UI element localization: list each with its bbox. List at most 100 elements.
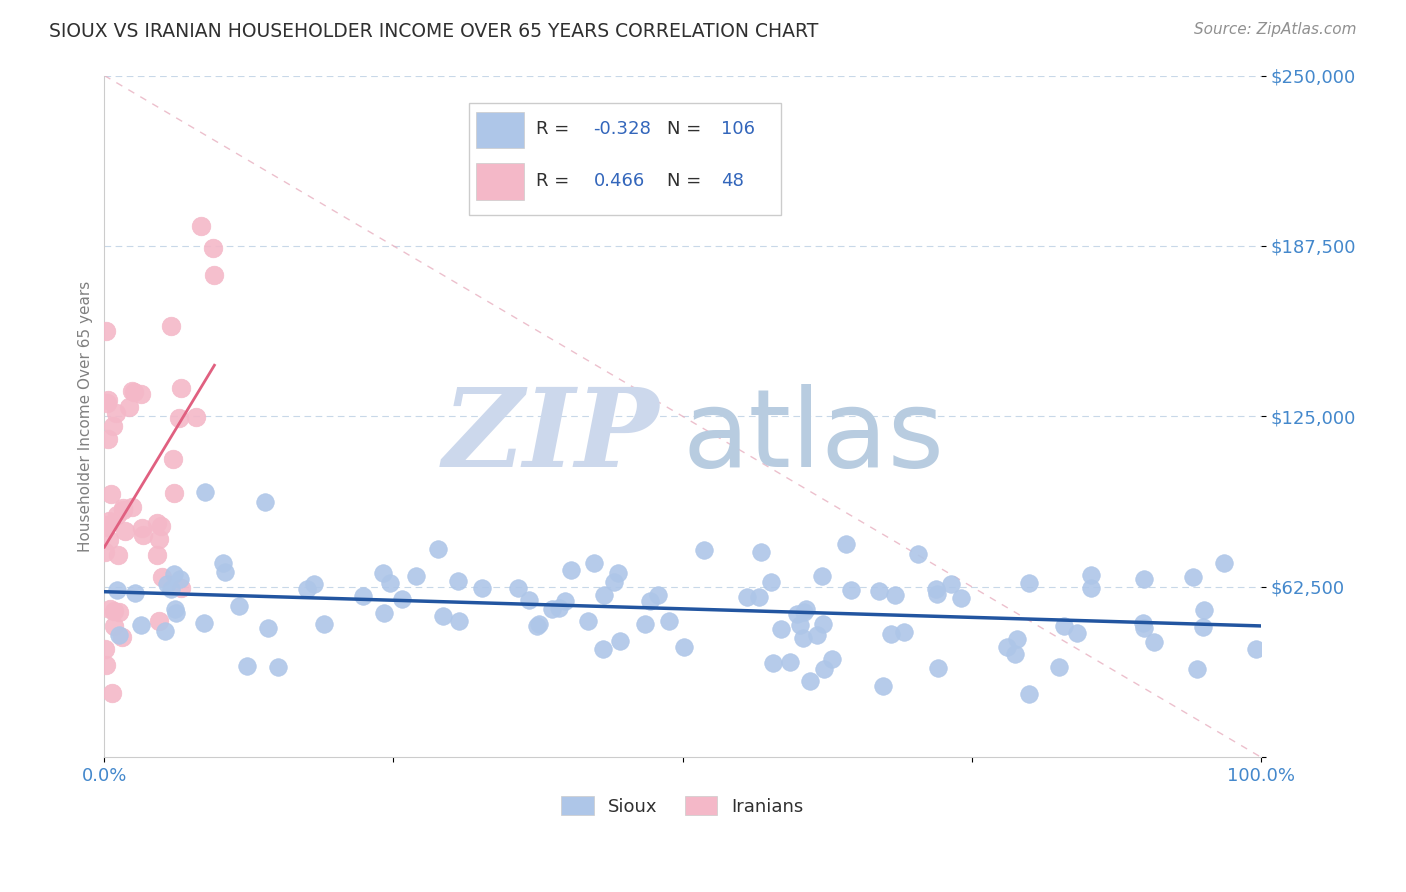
Point [449,614,471,628]
Point [526,619,548,633]
FancyBboxPatch shape [468,103,780,215]
Point [93,641,115,656]
Point [105,508,128,522]
Point [132,527,155,541]
Point [1007,632,1029,646]
Point [792,631,814,645]
Point [378,576,401,591]
Point [1212,556,1234,570]
Point [148,614,170,628]
Point [1053,618,1076,632]
Point [160,582,183,597]
Point [256,621,278,635]
Text: 106: 106 [721,120,755,137]
Text: N =: N = [668,120,707,137]
Point [146,548,169,562]
Point [155,624,177,639]
Point [186,410,208,425]
Point [94,324,117,338]
Text: R =: R = [536,172,575,190]
Point [884,588,907,602]
Point [1066,626,1088,640]
Point [228,599,250,614]
Point [813,662,835,676]
Point [304,577,326,591]
Point [749,544,772,558]
Point [267,660,290,674]
Point [108,628,131,642]
Point [1143,635,1166,649]
Point [1133,572,1156,586]
Point [789,618,811,632]
Point [98,602,121,616]
Point [129,387,152,401]
Point [693,543,716,558]
Text: N =: N = [668,172,707,190]
Point [810,569,832,583]
Point [165,606,187,620]
Point [1133,621,1156,635]
Point [839,582,862,597]
Point [820,651,842,665]
Point [170,381,193,395]
Point [1182,570,1205,584]
Point [638,594,661,608]
Point [786,607,808,621]
Point [560,563,582,577]
Point [779,655,801,669]
Point [769,622,792,636]
Point [253,494,276,508]
Point [748,591,770,605]
Point [794,602,817,616]
Point [1192,602,1215,616]
Point [1047,659,1070,673]
Text: Source: ZipAtlas.com: Source: ZipAtlas.com [1194,22,1357,37]
Point [295,582,318,596]
Point [527,617,550,632]
Text: atlas: atlas [682,384,945,490]
Point [108,605,131,619]
FancyBboxPatch shape [475,112,524,148]
Point [925,587,948,601]
Point [1080,567,1102,582]
Legend: Sioux, Iranians: Sioux, Iranians [554,789,811,823]
Point [160,318,183,333]
Point [214,565,236,579]
Point [103,604,125,618]
Point [762,656,785,670]
Point [925,582,948,596]
Point [122,384,145,399]
Point [735,590,758,604]
Point [950,591,973,606]
Point [1191,620,1213,634]
Point [1185,662,1208,676]
Point [103,419,125,434]
Point [540,602,562,616]
Point [131,618,153,632]
Point [548,601,571,615]
Point [506,581,529,595]
Point [131,521,153,535]
Point [100,686,122,700]
Point [194,484,217,499]
Point [114,524,136,538]
Point [517,593,540,607]
Point [105,406,128,420]
Point [373,606,395,620]
Point [647,589,669,603]
Point [927,660,949,674]
Point [150,518,173,533]
Point [202,268,225,282]
Point [405,568,427,582]
Point [761,575,783,590]
Point [1004,647,1026,661]
Text: 0.466: 0.466 [593,172,645,190]
Point [112,501,135,516]
Point [373,566,395,580]
Point [111,631,134,645]
Point [193,616,215,631]
Point [94,520,117,534]
Point [592,642,614,657]
Point [146,516,169,531]
Point [471,581,494,595]
